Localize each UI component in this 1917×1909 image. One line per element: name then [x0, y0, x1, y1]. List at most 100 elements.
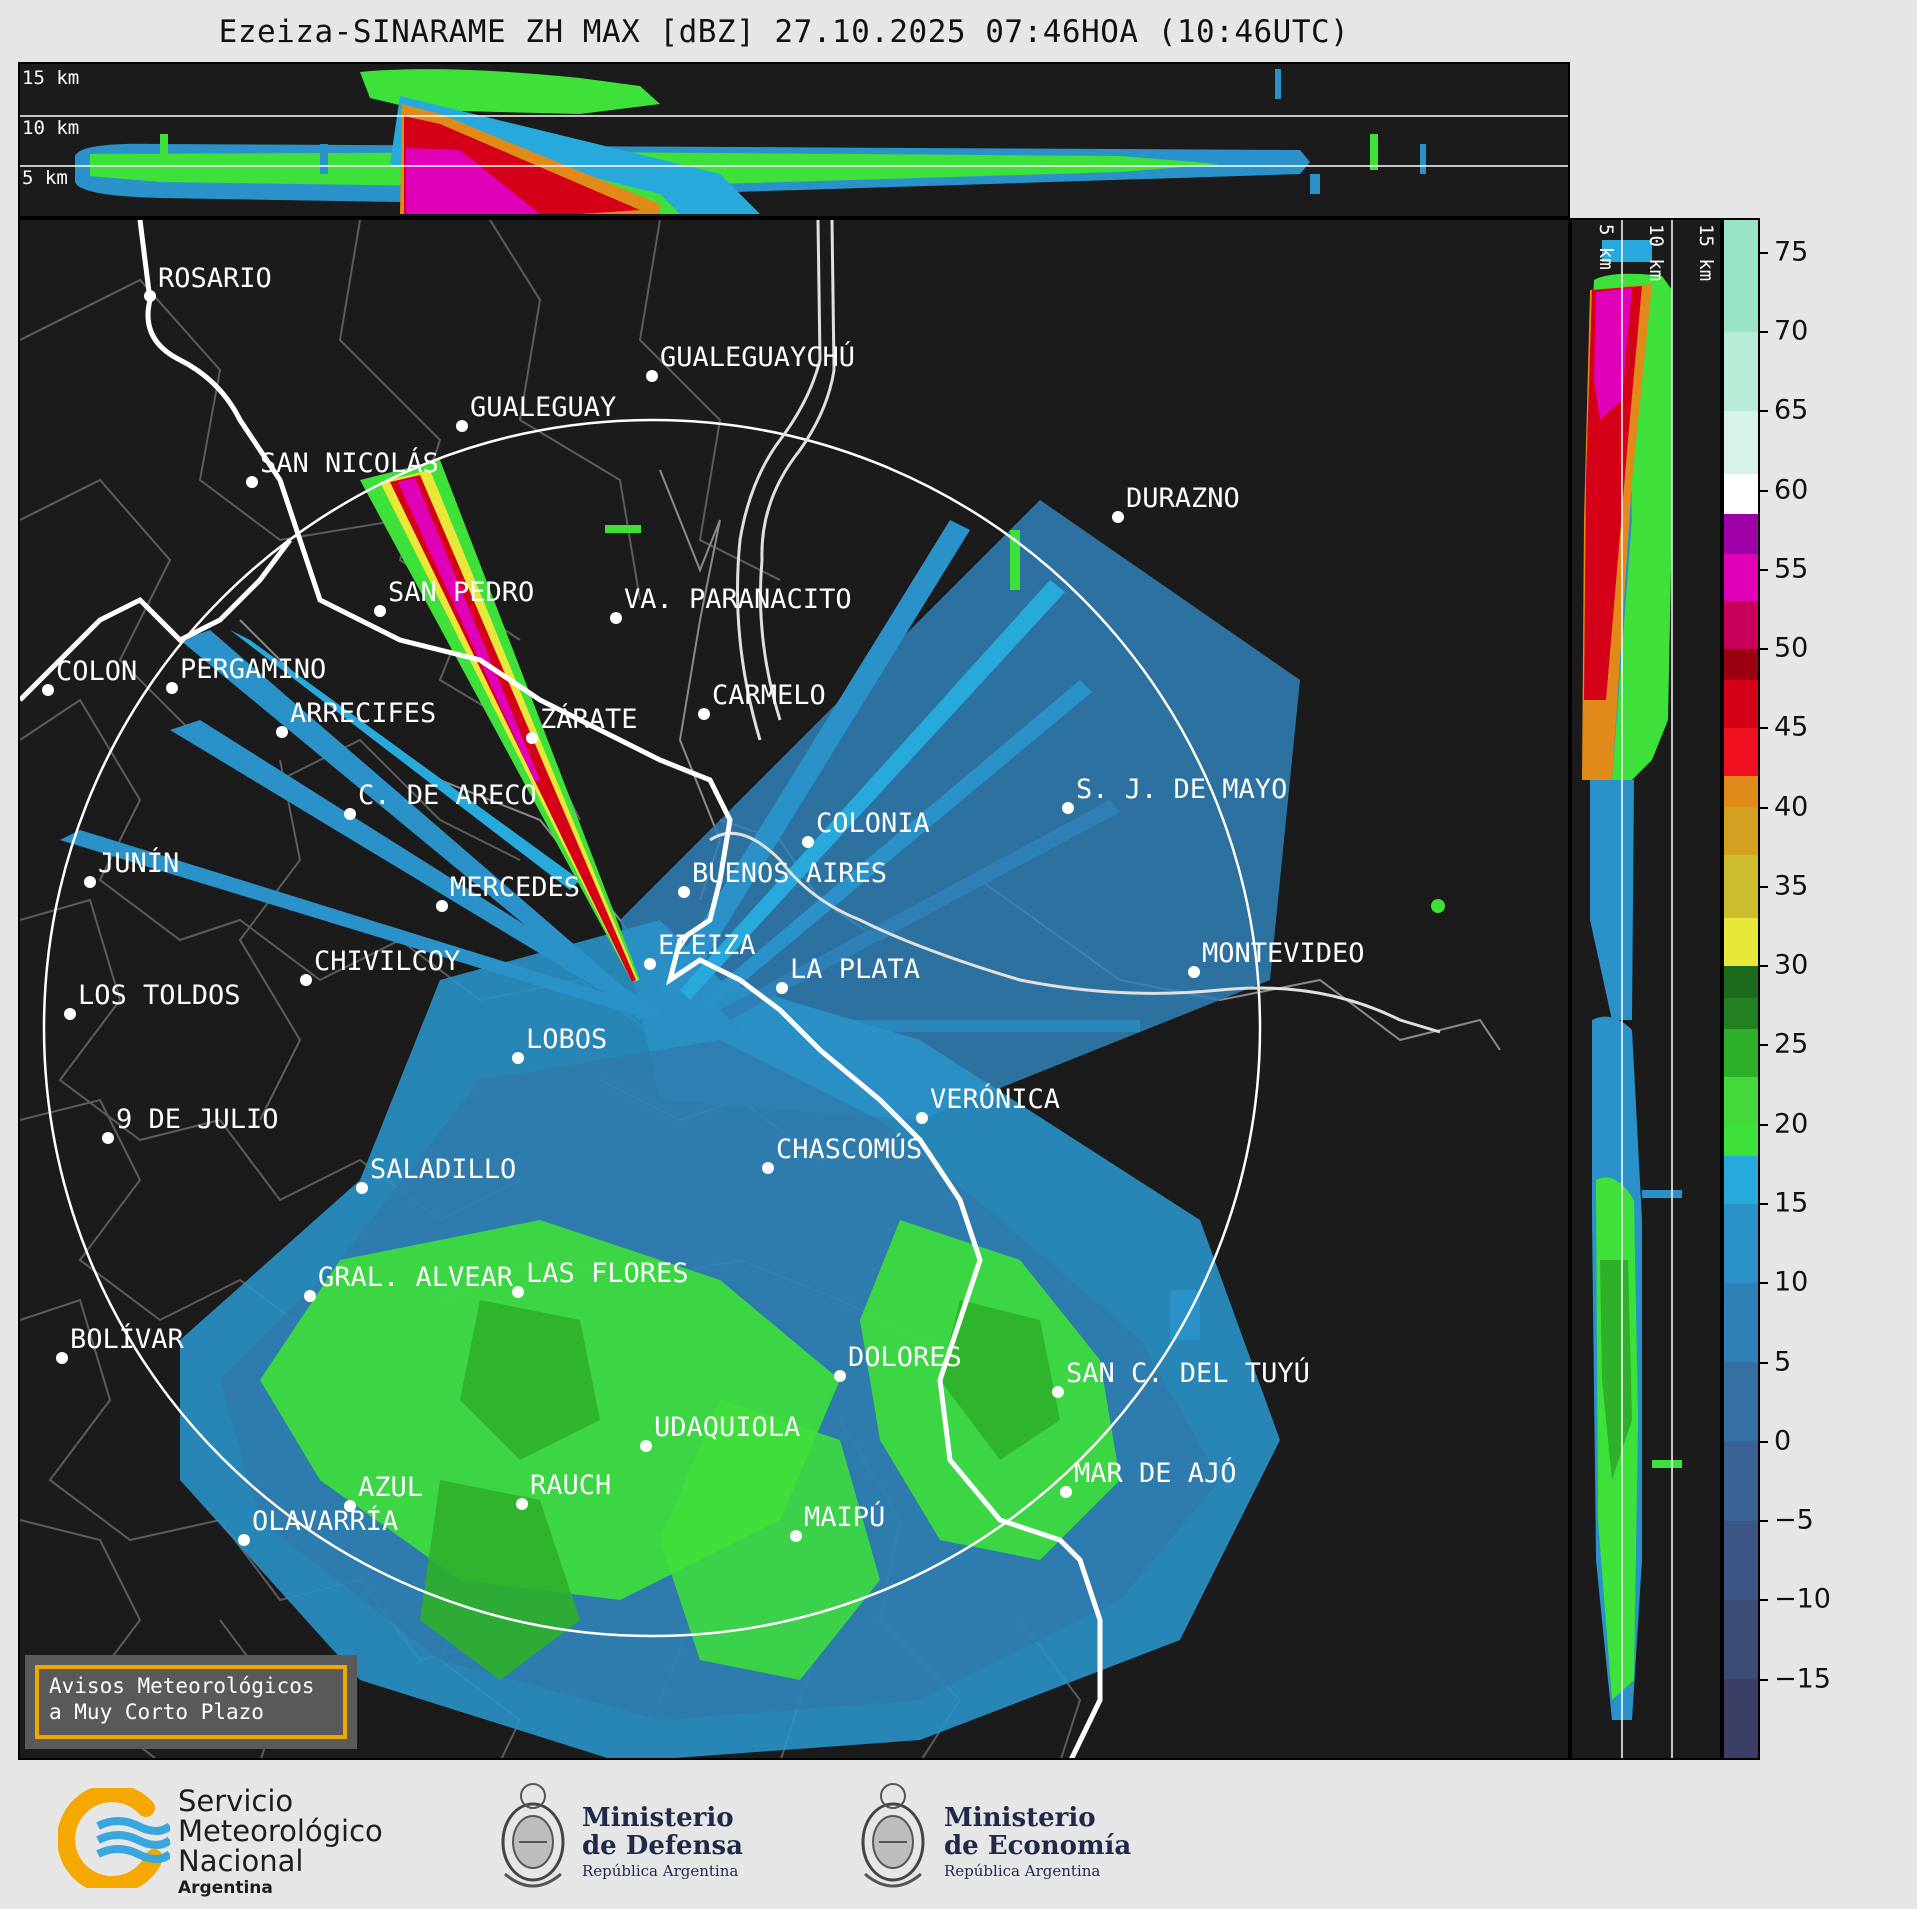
city-zarate: ZÁRATE [540, 703, 638, 735]
city-la-plata: LA PLATA [790, 954, 920, 985]
city-san-pedro: SAN PEDRO [388, 577, 534, 608]
city-olavarria: OLAVARRÍA [252, 1505, 398, 1537]
colorbar [1722, 218, 1760, 1760]
colorbar-tick [1760, 330, 1768, 333]
economia-sub: República Argentina [944, 1862, 1101, 1880]
top-label-10km: 10 km [22, 117, 79, 139]
colorbar-segment [1724, 1203, 1758, 1283]
colorbar-tick-label: 35 [1774, 870, 1809, 902]
city-arrecifes: ARRECIFES [290, 698, 436, 729]
city-dolores: DOLORES [848, 1342, 962, 1373]
colorbar-segment [1724, 1155, 1758, 1204]
colorbar-tick [1760, 1044, 1768, 1047]
city-saladillo: SALADILLO [370, 1154, 516, 1185]
city-bolivar: BOLÍVAR [70, 1323, 185, 1355]
colorbar-tick-label: 70 [1774, 315, 1809, 347]
chart-title: Ezeiza-SINARAME ZH MAX [dBZ] 27.10.2025 … [218, 14, 1350, 50]
top-cross-section: 15 km 10 km 5 km [20, 67, 1568, 214]
economia-line1: Ministerio [944, 1803, 1096, 1833]
smn-logo-icon [57, 1784, 173, 1895]
city-ezeiza: EZEIZA [658, 930, 756, 961]
colorbar-tick [1760, 1440, 1768, 1443]
city-colon: COLON [56, 656, 137, 687]
smn-logo-text: Servicio Meteorológico Nacional Argentin… [178, 1786, 383, 1898]
colorbar-tick-label: 40 [1774, 791, 1809, 823]
city-gualeguaychu: GUALEGUAYCHÚ [660, 341, 855, 373]
colorbar-tick-label: 15 [1774, 1187, 1809, 1219]
colorbar-tick-label: −5 [1774, 1504, 1814, 1536]
city-san-c-del-tuyu: SAN C. DEL TUYÚ [1066, 1357, 1310, 1389]
colorbar-segment [1724, 1361, 1758, 1442]
smn-line3: Nacional [178, 1844, 304, 1878]
city-rauch: RAUCH [530, 1470, 611, 1501]
city-dot [144, 290, 156, 302]
aviso-box[interactable]: Avisos Meteorológicos a Muy Corto Plazo [25, 1655, 357, 1749]
colorbar-segment [1724, 1599, 1758, 1680]
colorbar-tick-label: 55 [1774, 553, 1809, 585]
colorbar-segment [1724, 220, 1758, 332]
city-lobos: LOBOS [526, 1024, 607, 1055]
colorbar-segment [1724, 410, 1758, 475]
colorbar-segment [1724, 1440, 1758, 1521]
defensa-text: Ministerio de Defensa República Argentin… [582, 1804, 743, 1880]
city-va-paranacito: VA. PARANACITO [624, 584, 852, 615]
colorbar-segment [1724, 1282, 1758, 1363]
colorbar-segment [1724, 854, 1758, 919]
colorbar-tick [1760, 727, 1768, 730]
colorbar-tick-label: 10 [1774, 1266, 1809, 1298]
city-buenos-aires: BUENOS AIRES [692, 858, 887, 889]
colorbar-segment [1724, 552, 1758, 602]
colorbar-segment [1724, 473, 1758, 514]
range-ring [42, 418, 1262, 1638]
footer-logos: Servicio Meteorológico Nacional Argentin… [0, 1760, 1917, 1909]
defensa-sub: República Argentina [582, 1862, 739, 1880]
city-san-nicolas: SAN NICOLÁS [260, 447, 439, 479]
city-junin: JUNÍN [98, 847, 179, 879]
colorbar-segment [1724, 1028, 1758, 1077]
smn-line1: Servicio [178, 1784, 294, 1818]
colorbar-tick [1760, 1361, 1768, 1364]
colorbar-tick-label: 20 [1774, 1108, 1809, 1140]
city-montevideo: MONTEVIDEO [1202, 938, 1365, 969]
colorbar-tick-label: 50 [1774, 632, 1809, 664]
colorbar-segment [1724, 996, 1758, 1030]
colorbar-segment [1724, 648, 1758, 681]
city-durazno: DURAZNO [1126, 483, 1240, 514]
city-chascomus: CHASCOMÚS [776, 1133, 922, 1165]
colorbar-tick [1760, 648, 1768, 651]
side-cross-section: 5 km 10 km 15 km [1582, 220, 1717, 1758]
city-los-toldos: LOS TOLDOS [78, 980, 241, 1011]
side-label-15km: 15 km [1695, 224, 1717, 281]
colorbar-tick [1760, 885, 1768, 888]
city-veronica: VERÓNICA [930, 1083, 1060, 1115]
colorbar-segment [1724, 917, 1758, 966]
city-maipu: MAIPÚ [804, 1501, 885, 1533]
side-cross-section-panel: 5 km 10 km 15 km [1570, 218, 1722, 1760]
colorbar-tick [1760, 410, 1768, 413]
colorbar-tick [1760, 965, 1768, 968]
side-label-5km: 5 km [1595, 224, 1617, 270]
city-carmelo: CARMELO [712, 680, 826, 711]
aviso-line1: Avisos Meteorológicos [49, 1674, 315, 1698]
city-las-flores: LAS FLORES [526, 1258, 689, 1289]
colorbar-segment [1724, 727, 1758, 776]
city-chivilcoy: CHIVILCOY [314, 946, 460, 977]
top-label-5km: 5 km [22, 167, 68, 189]
defensa-line2: de Defensa [582, 1831, 743, 1861]
city-sj-de-mayo: S. J. DE MAYO [1076, 774, 1287, 805]
colorbar-tick-label: 0 [1774, 1425, 1792, 1457]
city-colonia: COLONIA [816, 808, 930, 839]
city-gualeguay: GUALEGUAY [470, 392, 616, 423]
reflectivity-echo [60, 460, 1445, 1758]
defensa-seal-icon [495, 1774, 571, 1902]
colorbar-tick-label: −15 [1774, 1663, 1831, 1695]
radar-map: ROSARIO GUALEGUAYCHÚ GUALEGUAY SAN NICOL… [20, 220, 1501, 1758]
city-9-de-julio: 9 DE JULIO [116, 1104, 279, 1135]
city-udaquiola: UDAQUIOLA [654, 1412, 800, 1443]
top-label-15km: 15 km [22, 67, 79, 89]
economia-text: Ministerio de Economía República Argenti… [944, 1804, 1131, 1880]
colorbar-segment [1724, 600, 1758, 649]
colorbar-tick [1760, 1123, 1768, 1126]
city-gral-alvear: GRAL. ALVEAR [318, 1262, 514, 1293]
smn-line2: Meteorológico [178, 1814, 383, 1848]
